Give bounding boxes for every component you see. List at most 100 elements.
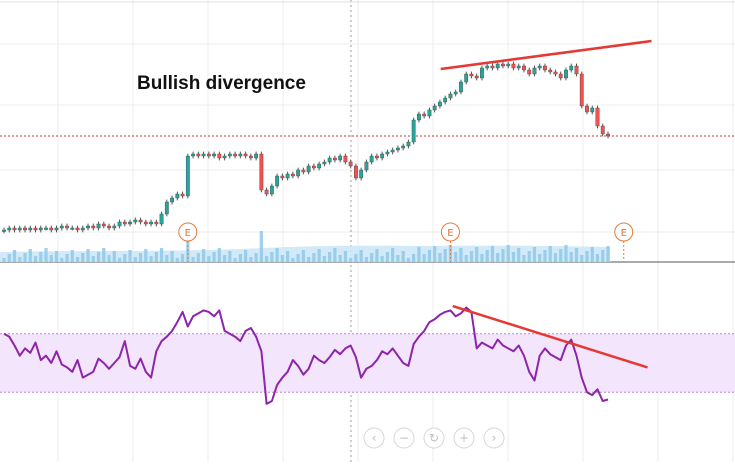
candle-body: [201, 153, 206, 157]
volume-bar: [2, 258, 6, 262]
candle-body: [269, 185, 274, 195]
chevron-right-icon[interactable]: ›: [483, 427, 505, 449]
candle-body: [364, 161, 369, 171]
candle-body: [590, 107, 595, 113]
candlestick-series: [2, 61, 610, 234]
zoom-out-icon-glyph[interactable]: −: [399, 431, 409, 445]
chart-navigation[interactable]: ‹ − ↻ + ›: [363, 427, 505, 449]
reset-icon-glyph[interactable]: ↻: [429, 431, 439, 445]
candle-body: [80, 227, 85, 231]
candle-body: [280, 175, 285, 179]
candle-body: [516, 65, 521, 69]
candle-body: [327, 157, 332, 163]
candle-body: [511, 63, 516, 69]
volume-bar: [370, 253, 374, 262]
volume-bar: [527, 251, 531, 262]
candle-body: [369, 155, 374, 163]
volume-bar: [595, 254, 600, 262]
candle-body: [438, 101, 442, 107]
earnings-marker-label: E: [621, 228, 627, 239]
zoom-out-icon-circle[interactable]: [393, 427, 415, 449]
volume-bar: [86, 249, 90, 262]
candle-body: [107, 225, 111, 229]
volume-bar: [412, 254, 416, 262]
volume-bar: [7, 254, 11, 262]
volume-bar: [275, 248, 279, 262]
volume-bar: [54, 251, 59, 262]
chevron-left-icon[interactable]: ‹: [363, 427, 385, 449]
candle-body: [558, 73, 563, 79]
zoom-out-icon[interactable]: −: [393, 427, 415, 449]
volume-bar: [354, 254, 358, 262]
candle-body: [396, 147, 400, 151]
volume-bar: [117, 258, 122, 262]
candle-body: [343, 155, 348, 163]
volume-bar: [385, 252, 390, 262]
candle-body: [259, 153, 264, 191]
reset-icon-circle[interactable]: [423, 427, 445, 449]
chevron-left-icon-glyph[interactable]: ‹: [372, 431, 377, 445]
volume-bar: [312, 253, 316, 262]
volume-bar: [65, 254, 69, 262]
candle-body: [564, 69, 568, 79]
volume-bar: [170, 251, 174, 262]
reset-icon[interactable]: ↻: [423, 427, 445, 449]
volume-bar: [154, 252, 158, 262]
volume-bar: [238, 254, 242, 262]
candle-body: [91, 225, 96, 229]
chevron-left-icon-circle[interactable]: [363, 427, 385, 449]
candle-body: [459, 81, 463, 93]
candle-body: [443, 97, 448, 103]
volume-bar: [60, 258, 64, 262]
volume-bar: [574, 248, 579, 262]
candle-body: [411, 119, 416, 143]
rsi-line: [3, 306, 609, 405]
candle-body: [332, 157, 337, 161]
candle-body: [448, 93, 453, 99]
candle-body: [49, 227, 54, 231]
volume-bar: [159, 248, 164, 262]
earnings-marker-circle: [614, 222, 634, 242]
chevron-right-icon-circle[interactable]: [483, 427, 505, 449]
candle-body: [254, 153, 259, 159]
volume-bar: [532, 247, 537, 262]
candle-body: [317, 163, 322, 169]
zoom-in-icon-glyph[interactable]: +: [459, 431, 469, 445]
volume-bar: [538, 254, 542, 262]
volume-bar: [75, 257, 80, 262]
candle-body: [311, 165, 316, 169]
candle-body: [128, 221, 132, 225]
candle-body: [28, 227, 33, 231]
earnings-marker-circle: [440, 222, 460, 242]
candle-body: [264, 189, 269, 195]
volume-bar: [443, 249, 447, 262]
volume-bar: [196, 253, 200, 262]
candle-body: [164, 201, 169, 215]
candle-body: [33, 227, 38, 231]
volume-bar: [180, 254, 185, 262]
candle-body: [138, 219, 143, 223]
candle-body: [595, 107, 600, 127]
candle-body: [501, 63, 505, 67]
volume-bar: [585, 251, 589, 262]
volume-bar: [28, 249, 32, 262]
volume-bar: [133, 257, 137, 262]
volume-bar: [81, 253, 85, 262]
volume-bar: [249, 257, 253, 262]
candle-body: [149, 221, 153, 225]
volume-bar: [212, 252, 216, 262]
volume-bar: [96, 252, 101, 262]
volume-bar: [464, 255, 468, 262]
chevron-right-icon-glyph[interactable]: ›: [492, 431, 497, 445]
candle-body: [44, 227, 48, 230]
zoom-in-icon-circle[interactable]: [453, 427, 475, 449]
zoom-in-icon[interactable]: +: [453, 427, 475, 449]
price-trendline: [440, 39, 652, 71]
candle-body: [290, 173, 295, 177]
rsi-trendline: [452, 304, 648, 369]
volume-bar: [175, 258, 179, 262]
candle-body: [59, 225, 64, 229]
volume-bar: [590, 247, 594, 262]
